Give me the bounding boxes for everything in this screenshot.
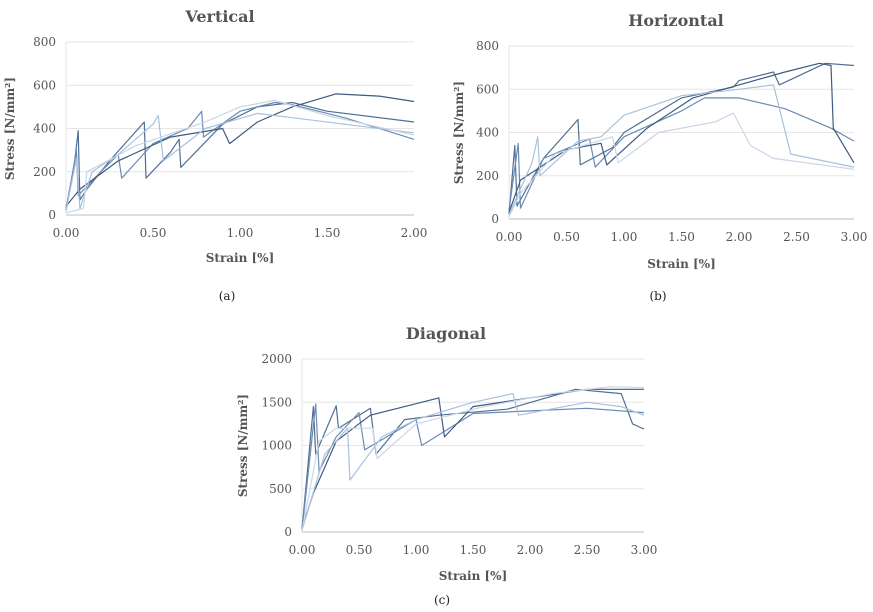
chart3-x-axis-label: Strain [%] (439, 569, 508, 583)
chart1-x-axis-label: Strain [%] (206, 251, 275, 265)
chart2-x-tick-label: 1.00 (611, 230, 638, 244)
chart3-y-tick-label: 1500 (261, 395, 292, 409)
chart2-panel-label: (b) (649, 289, 666, 303)
chart3-x-tick-label: 3.00 (631, 543, 658, 557)
chart1-title: Vertical (184, 7, 254, 26)
chart1-y-tick-label: 400 (33, 122, 56, 136)
chart2-y-tick-label: 200 (476, 169, 499, 183)
chart2-series-1-line (508, 62, 855, 215)
chart3-x-tick-label: 2.00 (517, 543, 544, 557)
chart2-y-tick-label: 400 (476, 126, 499, 140)
chart3-series-1-line (301, 388, 645, 530)
chart1-x-tick-label: 1.00 (227, 226, 254, 240)
chart1-y-axis-label: Stress [N/mm²] (3, 77, 17, 180)
chart2-x-tick-label: 0.00 (496, 230, 523, 244)
chart1-x-tick-label: 0.00 (53, 226, 80, 240)
chart2-x-tick-label: 2.50 (783, 230, 810, 244)
chart2-series-2-line (508, 97, 855, 211)
chart2-series-4-line (508, 84, 855, 215)
chart2-y-axis-label: Stress [N/mm²] (452, 81, 466, 184)
chart3-x-tick-label: 0.00 (289, 543, 316, 557)
chart2-x-tick-label: 2.00 (726, 230, 753, 244)
chart1-series-5-line (65, 99, 415, 214)
chart3-x-tick-label: 0.50 (346, 543, 373, 557)
chart1-series-3-line (65, 93, 415, 207)
chart3-title: Diagonal (406, 324, 486, 343)
chart2-y-tick-label: 600 (476, 82, 499, 96)
chart3-panel-label: (c) (434, 593, 450, 607)
chart1-y-tick-label: 200 (33, 165, 56, 179)
chart1-series-4-line (65, 112, 415, 211)
chart2-series-5-line (508, 112, 855, 218)
chart1-y-tick-label: 600 (33, 78, 56, 92)
chart3-y-tick-label: 2000 (261, 352, 292, 366)
chart1-panel-label: (a) (219, 289, 236, 303)
chart1-x-tick-label: 1.50 (314, 226, 341, 240)
chart2-title: Horizontal (628, 11, 724, 30)
chart3-y-tick-label: 500 (269, 482, 292, 496)
chart2-x-axis-label: Strain [%] (647, 257, 716, 271)
chart3-series-2-line (301, 403, 645, 531)
chart1-series-1-line (65, 101, 415, 211)
chart3-y-tick-label: 1000 (261, 439, 292, 453)
chart1-x-tick-label: 2.00 (401, 226, 428, 240)
chart1-x-tick-label: 0.50 (140, 226, 167, 240)
chart3-y-tick-label: 0 (284, 525, 292, 539)
chart2-x-tick-label: 0.50 (553, 230, 580, 244)
chart3-x-tick-label: 1.50 (460, 543, 487, 557)
chart3-series-4-line (301, 393, 645, 531)
chart2-y-tick-label: 800 (476, 39, 499, 53)
chart3-series-3-line (301, 388, 644, 529)
chart2-x-tick-label: 1.50 (668, 230, 695, 244)
chart2-series-3-line (508, 62, 855, 213)
chart3-x-tick-label: 2.50 (574, 543, 601, 557)
chart3-x-tick-label: 1.00 (403, 543, 430, 557)
chart3-series-5-line (301, 386, 645, 532)
chart1-y-tick-label: 0 (48, 208, 56, 222)
chart2-x-tick-label: 3.00 (841, 230, 868, 244)
chart2-y-tick-label: 0 (491, 212, 499, 226)
chart3-y-axis-label: Stress [N/mm²] (236, 394, 250, 497)
chart1-y-tick-label: 800 (33, 35, 56, 49)
